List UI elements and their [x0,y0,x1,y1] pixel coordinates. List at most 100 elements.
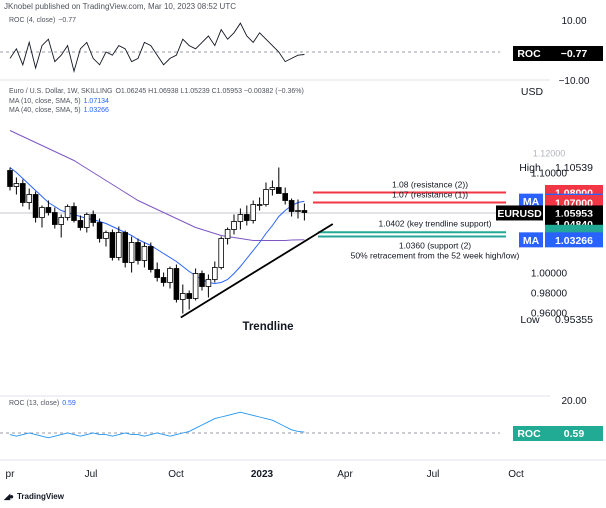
candle-down [282,193,288,201]
roc4-tick-label: 10.00 [561,16,586,27]
roc4-legend-value: −0.77 [58,17,77,24]
candle-up [58,217,64,225]
candle-down [32,194,39,218]
candle-up [64,206,71,218]
price-legend-values: O1.06245 H1.06938 L1.05239 C1.05953 −0.0… [115,88,304,95]
candle-down [77,220,84,228]
price-legend-name: Euro / U.S. Dollar, 1W, SKILLING [9,88,113,95]
candle-up [250,204,257,221]
x-tick-label: Oct [168,469,184,480]
price-tag-label-box [519,193,543,209]
candle-down [45,207,52,213]
candle-down [301,210,308,213]
price-tag-label: MA [523,196,540,208]
ma40-legend-value: 1.03266 [83,107,109,114]
price-tick-label: 1.10000 [531,169,568,180]
price-legend: Euro / U.S. Dollar, 1W, SKILLING O1.06245… [9,88,304,95]
candle-up [263,189,269,205]
candle-up [192,273,199,299]
candle-up [295,210,301,212]
roc4-legend-name: ROC (4, close) [9,17,56,24]
key-support-label: 1.0402 (key trendline support) [379,218,492,228]
candle-up [141,246,148,261]
resistance-1-label: 1.07 (resistance (1)) [392,190,468,200]
roc13-tick-label: 20.00 [561,396,586,407]
currency-label: USD [521,86,544,98]
ma40-legend: MA (40, close, SMA, 5) 1.03266 [9,107,109,114]
tradingview-logo-icon: ◢● [4,492,14,501]
price-tag-label: High [519,162,541,174]
candle-down [135,242,141,261]
candle-down [173,268,180,300]
candle-down [186,293,193,299]
ma10-legend: MA (10, close, SMA, 5) 1.07134 [9,98,109,105]
trendline-label: Trendline [242,321,293,333]
price-tick-label: 1.12000 [533,149,566,159]
price-tag-value: 1.03266 [555,235,593,247]
candle-down [122,232,129,263]
candle-down [7,170,13,187]
candle-down [275,187,282,194]
roc13-legend-value: 0.59 [62,400,76,407]
candle-up [179,293,186,300]
roc13-legend: ROC (13, close) 0.59 [9,400,76,407]
price-tag-value: 0.95355 [555,314,593,326]
roc4-tag-label-box [513,46,545,61]
candle-down [147,246,154,270]
ma10-legend-value: 1.07134 [83,98,109,105]
candle-up [269,187,276,190]
candle-down [96,222,103,239]
x-tick-label: 2023 [251,469,274,480]
candle-down [154,269,161,278]
roc4-tag-label: ROC [517,48,541,60]
roc13-tag-label: ROC [517,428,541,440]
resistance-2-label: 1.08 (resistance (2)) [392,180,468,190]
candle-up [218,238,225,268]
candle-down [90,214,97,223]
support-2-label-line1: 1.0360 (support (2) [399,241,471,251]
candle-down [52,212,58,225]
publisher-line: JKnobel published on TradingView.com, Ma… [4,2,236,11]
support-2-label-line2: 50% retracement from the 52 week high/lo… [351,251,520,261]
roc4-tag-box [545,46,603,61]
candle-down [160,277,167,283]
x-tick-label: pr [6,469,16,480]
price-tag-label-box [519,232,543,248]
ma40-series-line [9,130,305,241]
candle-up [205,279,212,287]
trendline [180,223,334,319]
ma10-series-line [9,167,305,285]
roc4-tick-label: −10.00 [559,76,590,87]
candle-up [26,194,32,203]
candle-down [199,273,205,287]
candle-down [288,200,295,212]
roc4-series-line [9,22,305,73]
candle-up [231,221,237,230]
roc13-series-line [9,411,305,439]
x-tick-label: Apr [337,469,353,480]
candle-up [39,207,45,218]
footer-brand: TradingView [16,492,64,501]
price-tag-value: 1.10539 [555,162,593,174]
price-tick-label: 0.96000 [531,309,568,320]
price-tick-label: 1.00000 [531,269,568,280]
ma40-legend-name: MA (40, close, SMA, 5) [9,107,81,114]
price-tick-label: 0.98000 [531,289,568,300]
candle-down [19,183,26,203]
candle-down [71,206,77,221]
roc4-legend: ROC (4, close) −0.77 [9,17,76,24]
x-tick-label: Jul [427,469,440,480]
roc13-tag-value: 0.59 [564,428,585,440]
x-tick-label: Jul [85,469,98,480]
price-tag-label: EURUSD [497,208,542,220]
candle-up [224,229,231,239]
candle-down [109,232,116,258]
candle-up [103,232,109,239]
roc13-tag-box [545,426,603,441]
price-tag-label: MA [523,235,540,247]
price-tag-label-box [496,205,543,221]
candle-up [116,232,122,258]
candle-up [13,183,20,187]
